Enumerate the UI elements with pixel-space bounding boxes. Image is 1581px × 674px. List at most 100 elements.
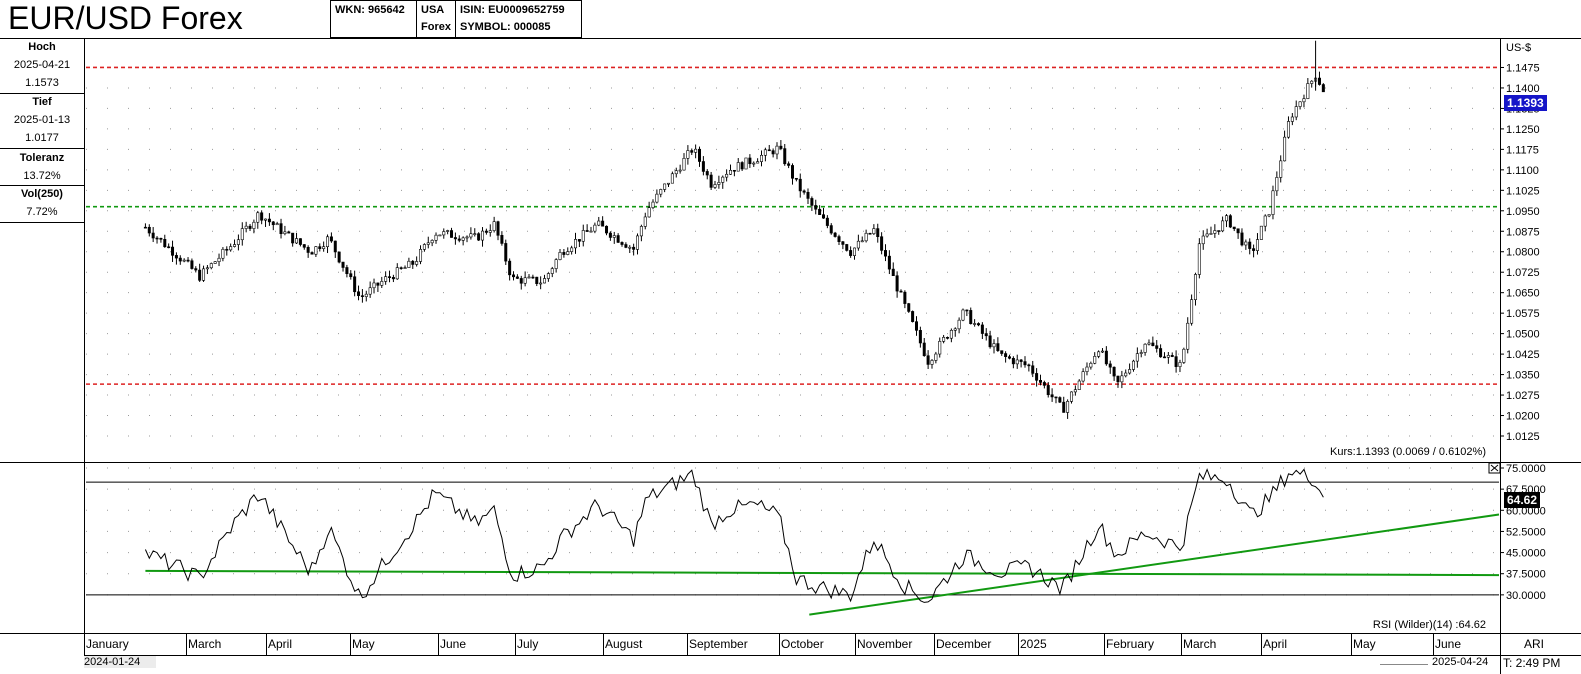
candle-body: [407, 260, 411, 268]
rsi-tick-label: 37.5000: [1506, 569, 1546, 581]
candle-body: [821, 214, 825, 219]
candle-body: [364, 293, 368, 297]
candle-body: [1279, 160, 1283, 178]
kurs-label: Kurs:1.1393 (0.0069 / 0.6102%): [1330, 446, 1486, 458]
candle-body: [1011, 357, 1015, 365]
month-label: February: [1106, 637, 1155, 651]
tolerance-value: 13.72%: [23, 170, 61, 182]
candle-body: [872, 228, 876, 235]
candle-body: [1255, 239, 1259, 251]
candle-body: [1023, 361, 1027, 366]
candle-body: [942, 337, 946, 342]
month-label: November: [857, 637, 913, 651]
candle-body: [1294, 106, 1298, 118]
month-label: June: [440, 637, 467, 651]
candle-body: [508, 260, 512, 276]
candle-body: [488, 230, 492, 233]
candle-body: [426, 242, 430, 245]
candle-body: [1248, 241, 1252, 249]
candle-body: [198, 269, 202, 281]
candle-body: [686, 150, 690, 159]
candle-body: [523, 277, 527, 284]
candle-body: [1050, 394, 1054, 398]
candle-body: [333, 240, 337, 253]
candle-body: [1302, 98, 1306, 103]
candle-body: [446, 230, 450, 232]
candle-body: [345, 267, 349, 274]
candle-body: [570, 247, 574, 252]
scrollbar-thumb[interactable]: [1380, 664, 1428, 665]
rsi-trendline: [809, 513, 1500, 616]
price-tick-label: 1.0950: [1506, 206, 1540, 218]
candle-body: [709, 174, 713, 188]
candle-body: [1062, 401, 1066, 413]
candle-body: [353, 276, 357, 293]
candle-body: [558, 252, 562, 260]
candle-body: [597, 220, 601, 226]
candle-body: [151, 232, 155, 239]
candle-body: [721, 176, 725, 183]
candle-body: [922, 342, 926, 356]
candle-body: [279, 223, 283, 234]
candle-body: [360, 295, 364, 297]
candle-body: [1038, 379, 1042, 383]
candle-body: [1286, 121, 1290, 138]
candle-body: [515, 276, 519, 279]
candle-body: [1267, 214, 1271, 217]
candle-body: [1197, 243, 1201, 275]
rsi-tick-label: 75.0000: [1506, 463, 1546, 475]
candle-body: [926, 355, 930, 365]
candle-body: [934, 353, 938, 361]
candle-body: [1224, 215, 1228, 222]
candle-body: [647, 207, 651, 218]
candle-body: [1252, 248, 1256, 251]
candle-body: [566, 251, 570, 255]
candle-body: [1236, 228, 1240, 234]
rsi-tick-label: 30.0000: [1506, 590, 1546, 602]
high-label: Hoch: [28, 41, 56, 53]
candle-body: [581, 230, 585, 242]
close-rsi-icon[interactable]: [1488, 462, 1501, 474]
candle-body: [174, 255, 178, 259]
wkn-label: WKN: 965642: [335, 4, 405, 16]
candle-body: [911, 311, 915, 322]
candle-body: [1108, 363, 1112, 368]
candle-body: [701, 161, 705, 172]
candle-body: [388, 276, 392, 278]
candle-body: [965, 309, 969, 312]
candle-body: [1259, 225, 1263, 240]
candle-body: [1004, 353, 1008, 357]
candle-body: [546, 273, 550, 279]
candle-body: [1263, 215, 1267, 227]
candle-body: [837, 236, 841, 242]
candle-body: [705, 171, 709, 176]
candle-body: [295, 238, 299, 244]
candle-body: [298, 238, 302, 245]
month-label: April: [268, 637, 293, 651]
candle-body: [1306, 83, 1310, 99]
candle-body: [1000, 350, 1004, 354]
candle-body: [903, 291, 907, 304]
candle-body: [1310, 80, 1314, 84]
rsi-panel: [86, 468, 1500, 616]
price-tick-label: 1.0350: [1506, 370, 1540, 382]
price-tick-label: 1.0275: [1506, 390, 1540, 402]
candle-body: [1027, 364, 1031, 367]
candle-body: [949, 330, 953, 339]
candle-body: [1166, 355, 1170, 358]
month-label: October: [781, 637, 824, 651]
candle-body: [1240, 232, 1244, 246]
candle-body: [1178, 362, 1182, 367]
candle-body: [430, 240, 434, 244]
month-label: March: [1183, 637, 1217, 651]
high-value: 1.1573: [25, 77, 59, 89]
candle-body: [798, 178, 802, 192]
candle-body: [980, 324, 984, 334]
candle-body: [291, 232, 295, 244]
candle-body: [744, 157, 748, 170]
candle-body: [403, 267, 407, 269]
candle-body: [1155, 345, 1159, 349]
candle-body: [1205, 233, 1209, 237]
candle-body: [1139, 352, 1143, 354]
corner-top: ARI: [1524, 637, 1545, 651]
